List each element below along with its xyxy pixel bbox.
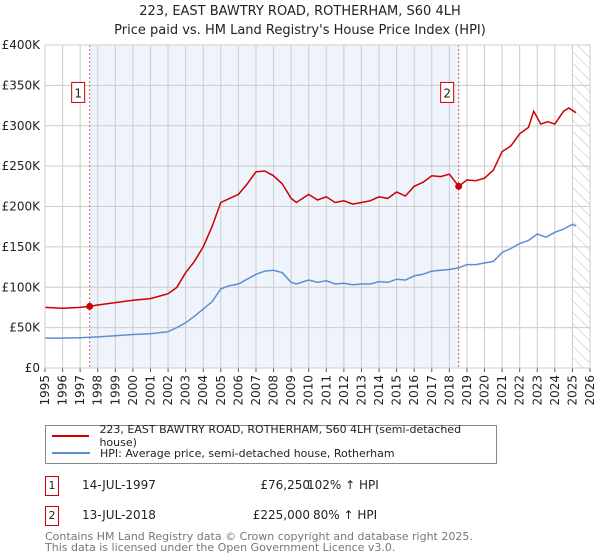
x-tick-label: 1998 xyxy=(91,375,105,406)
legend-item-price: 223, EAST BAWTRY ROAD, ROTHERHAM, S60 4L… xyxy=(52,423,496,449)
plot-area: 1995 1996 1997 1998 1999 2000 2001 2002 2003 2004… xyxy=(2,38,597,406)
annotation-marker: 2 xyxy=(45,506,59,526)
annotation-hpi: 80% ↑ HPI xyxy=(313,508,378,522)
legend-item-hpi: HPI: Average price, semi-detached house,… xyxy=(52,445,395,461)
sale-point xyxy=(86,302,94,310)
series-line xyxy=(45,223,577,339)
chart-title: 223, EAST BAWTRY ROAD, ROTHERHAM, S60 4L… xyxy=(139,4,461,19)
x-tick-label: 2018 xyxy=(442,375,456,406)
x-tick-label: 2000 xyxy=(126,375,140,406)
x-tick-label: 1996 xyxy=(56,375,70,406)
annotation-hpi: 102% ↑ HPI xyxy=(307,478,379,492)
y-tick-label: £300K xyxy=(2,119,42,133)
annotation-row: 1 14-JUL-1997 £76,250 102% ↑ HPI xyxy=(45,476,445,496)
sale-marker-label: 2 xyxy=(443,86,451,100)
x-tick-label: 2021 xyxy=(495,375,509,406)
y-tick-label: £200K xyxy=(2,200,42,214)
x-tick-label: 2011 xyxy=(319,375,333,406)
x-tick-label: 2010 xyxy=(302,375,316,406)
legend-label: HPI: Average price, semi-detached house,… xyxy=(100,446,395,460)
y-tick-label: £400K xyxy=(2,38,42,52)
x-tick-label: 2024 xyxy=(548,375,562,406)
annotation-row: 2 13-JUL-2018 £225,000 80% ↑ HPI xyxy=(45,506,445,526)
sale-marker-label: 1 xyxy=(74,86,82,100)
footer-line: Contains HM Land Registry data © Crown c… xyxy=(45,530,473,543)
series-line xyxy=(44,107,577,309)
x-tick-label: 2002 xyxy=(161,375,175,406)
x-tick-label: 2007 xyxy=(249,375,263,406)
x-tick-label: 2022 xyxy=(513,375,527,406)
y-tick-label: £350K xyxy=(2,78,42,92)
x-tick-label: 2004 xyxy=(196,375,210,406)
x-tick-label: 2026 xyxy=(583,375,597,406)
y-tick-label: £250K xyxy=(2,159,42,173)
legend-swatch-red xyxy=(52,435,90,437)
annotation-price: £225,000 xyxy=(252,508,310,522)
annotation-price: £76,250 xyxy=(260,478,310,492)
x-tick-label: 2023 xyxy=(530,375,544,406)
x-tick-label: 2016 xyxy=(407,375,421,406)
plot-border xyxy=(44,44,591,369)
x-tick-label: 2015 xyxy=(390,375,404,406)
x-tick-label: 1999 xyxy=(108,375,122,406)
x-tick-label: 2012 xyxy=(337,375,351,406)
y-tick-label: £0 xyxy=(25,361,40,375)
x-tick-label: 2008 xyxy=(267,375,281,406)
y-tick-label: £50K xyxy=(9,321,41,335)
footer: Contains HM Land Registry data © Crown c… xyxy=(45,531,473,553)
x-tick-label: 2006 xyxy=(231,375,245,406)
annotation-date: 13-JUL-2018 xyxy=(82,508,156,522)
annotation-marker: 1 xyxy=(45,476,59,496)
x-tick-label: 2003 xyxy=(179,375,193,406)
y-tick-label: £100K xyxy=(2,280,42,294)
x-tick-label: 2009 xyxy=(284,375,298,406)
chart-subtitle: Price paid vs. HM Land Registry's House … xyxy=(114,23,486,38)
x-tick-label: 1995 xyxy=(38,375,52,406)
sale-marker-box xyxy=(71,81,86,103)
x-tick-label: 1997 xyxy=(73,375,87,406)
legend-swatch-blue xyxy=(52,452,90,454)
sale-point xyxy=(455,182,463,190)
x-tick-label: 2005 xyxy=(214,375,228,406)
legend: 223, EAST BAWTRY ROAD, ROTHERHAM, S60 4L… xyxy=(45,423,497,464)
x-tick-label: 2025 xyxy=(565,375,579,406)
x-tick-label: 2013 xyxy=(354,375,368,406)
x-tick-label: 2017 xyxy=(425,375,439,406)
legend-label: 223, EAST BAWTRY ROAD, ROTHERHAM, S60 4L… xyxy=(99,423,462,449)
x-tick-label: 2001 xyxy=(143,375,157,406)
x-tick-label: 2014 xyxy=(372,375,386,406)
sale-marker-box xyxy=(440,81,455,103)
x-tick-label: 2020 xyxy=(478,375,492,406)
annotation-date: 14-JUL-1997 xyxy=(82,478,156,492)
x-tick-label: 2019 xyxy=(460,375,474,406)
footer-line: This data is licensed under the Open Gov… xyxy=(45,541,396,554)
y-tick-label: £150K xyxy=(2,240,42,254)
